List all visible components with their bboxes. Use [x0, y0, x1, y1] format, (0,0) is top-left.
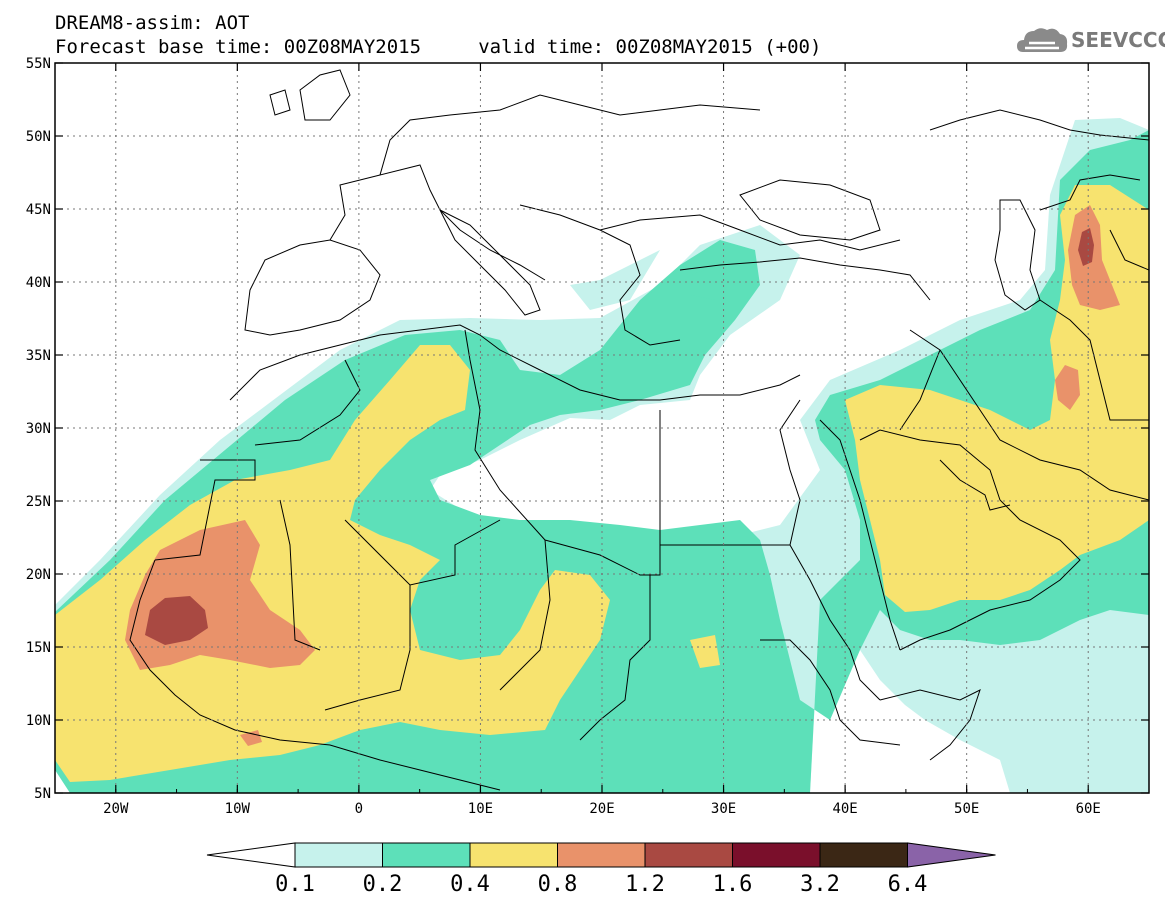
aot-level-0-4	[55, 185, 1149, 782]
y-tick-label: 20N	[26, 567, 51, 583]
x-tick-label: 20W	[103, 801, 129, 817]
colorbar-label: 1.2	[625, 872, 665, 897]
x-axis: 20W 10W 0 10E 20E 30E 40E 50E 60E	[54, 63, 1150, 817]
y-tick-label: 50N	[26, 129, 51, 145]
forecast-time-line: Forecast base time: 00Z08MAY2015 valid t…	[55, 36, 822, 58]
cloud-icon	[1017, 28, 1068, 52]
x-tick-label: 60E	[1076, 801, 1101, 817]
x-tick-label: 10E	[468, 801, 493, 817]
y-axis: 55N 50N 45N 40N 35N 30N 25N 20N 15N 10N 5N	[26, 56, 1149, 802]
country-borders	[129, 69, 1149, 791]
colorbar-under-arrow	[206, 842, 296, 868]
colorbar-label: 0.4	[450, 872, 490, 897]
colorbar-segment	[469, 842, 558, 868]
x-tick-label: 50E	[954, 801, 979, 817]
colorbar-segment	[557, 842, 646, 868]
map-grid	[55, 63, 1149, 793]
chart-title: DREAM8-assim: AOT	[55, 12, 250, 34]
logo-text: SEEVCCC	[1071, 28, 1165, 52]
colorbar-label: 0.8	[538, 872, 578, 897]
x-tick-label: 30E	[711, 801, 736, 817]
colorbar-label: 3.2	[800, 872, 840, 897]
colorbar-segment	[819, 842, 908, 868]
y-tick-label: 35N	[26, 348, 51, 364]
colorbar-label: 0.2	[363, 872, 403, 897]
colorbar-label: 6.4	[888, 872, 928, 897]
aot-level-1-2	[145, 228, 1094, 645]
seevccc-logo: SEEVCCC	[1015, 22, 1165, 60]
y-tick-label: 40N	[26, 275, 51, 291]
x-tick-label: 40E	[832, 801, 857, 817]
x-tick-label: 10W	[225, 801, 251, 817]
x-tick-label: 0	[355, 801, 363, 817]
colorbar-segment	[294, 842, 383, 868]
colorbar-label: 1.6	[713, 872, 753, 897]
y-tick-label: 10N	[26, 713, 51, 729]
colorbar-over-arrow	[907, 842, 996, 868]
y-tick-label: 25N	[26, 494, 51, 510]
colorbar-segment	[382, 842, 471, 868]
y-tick-label: 15N	[26, 640, 51, 656]
colorbar-segment	[644, 842, 733, 868]
y-tick-label: 5N	[34, 786, 51, 802]
y-tick-label: 45N	[26, 202, 51, 218]
y-tick-label: 30N	[26, 421, 51, 437]
colorbar-segment	[732, 842, 821, 868]
colorbar: 0.1 0.2 0.4 0.8 1.2 1.6 3.2 6.4	[206, 842, 996, 897]
colorbar-label: 0.1	[275, 872, 315, 897]
x-tick-label: 20E	[589, 801, 614, 817]
y-tick-label: 55N	[26, 56, 51, 72]
